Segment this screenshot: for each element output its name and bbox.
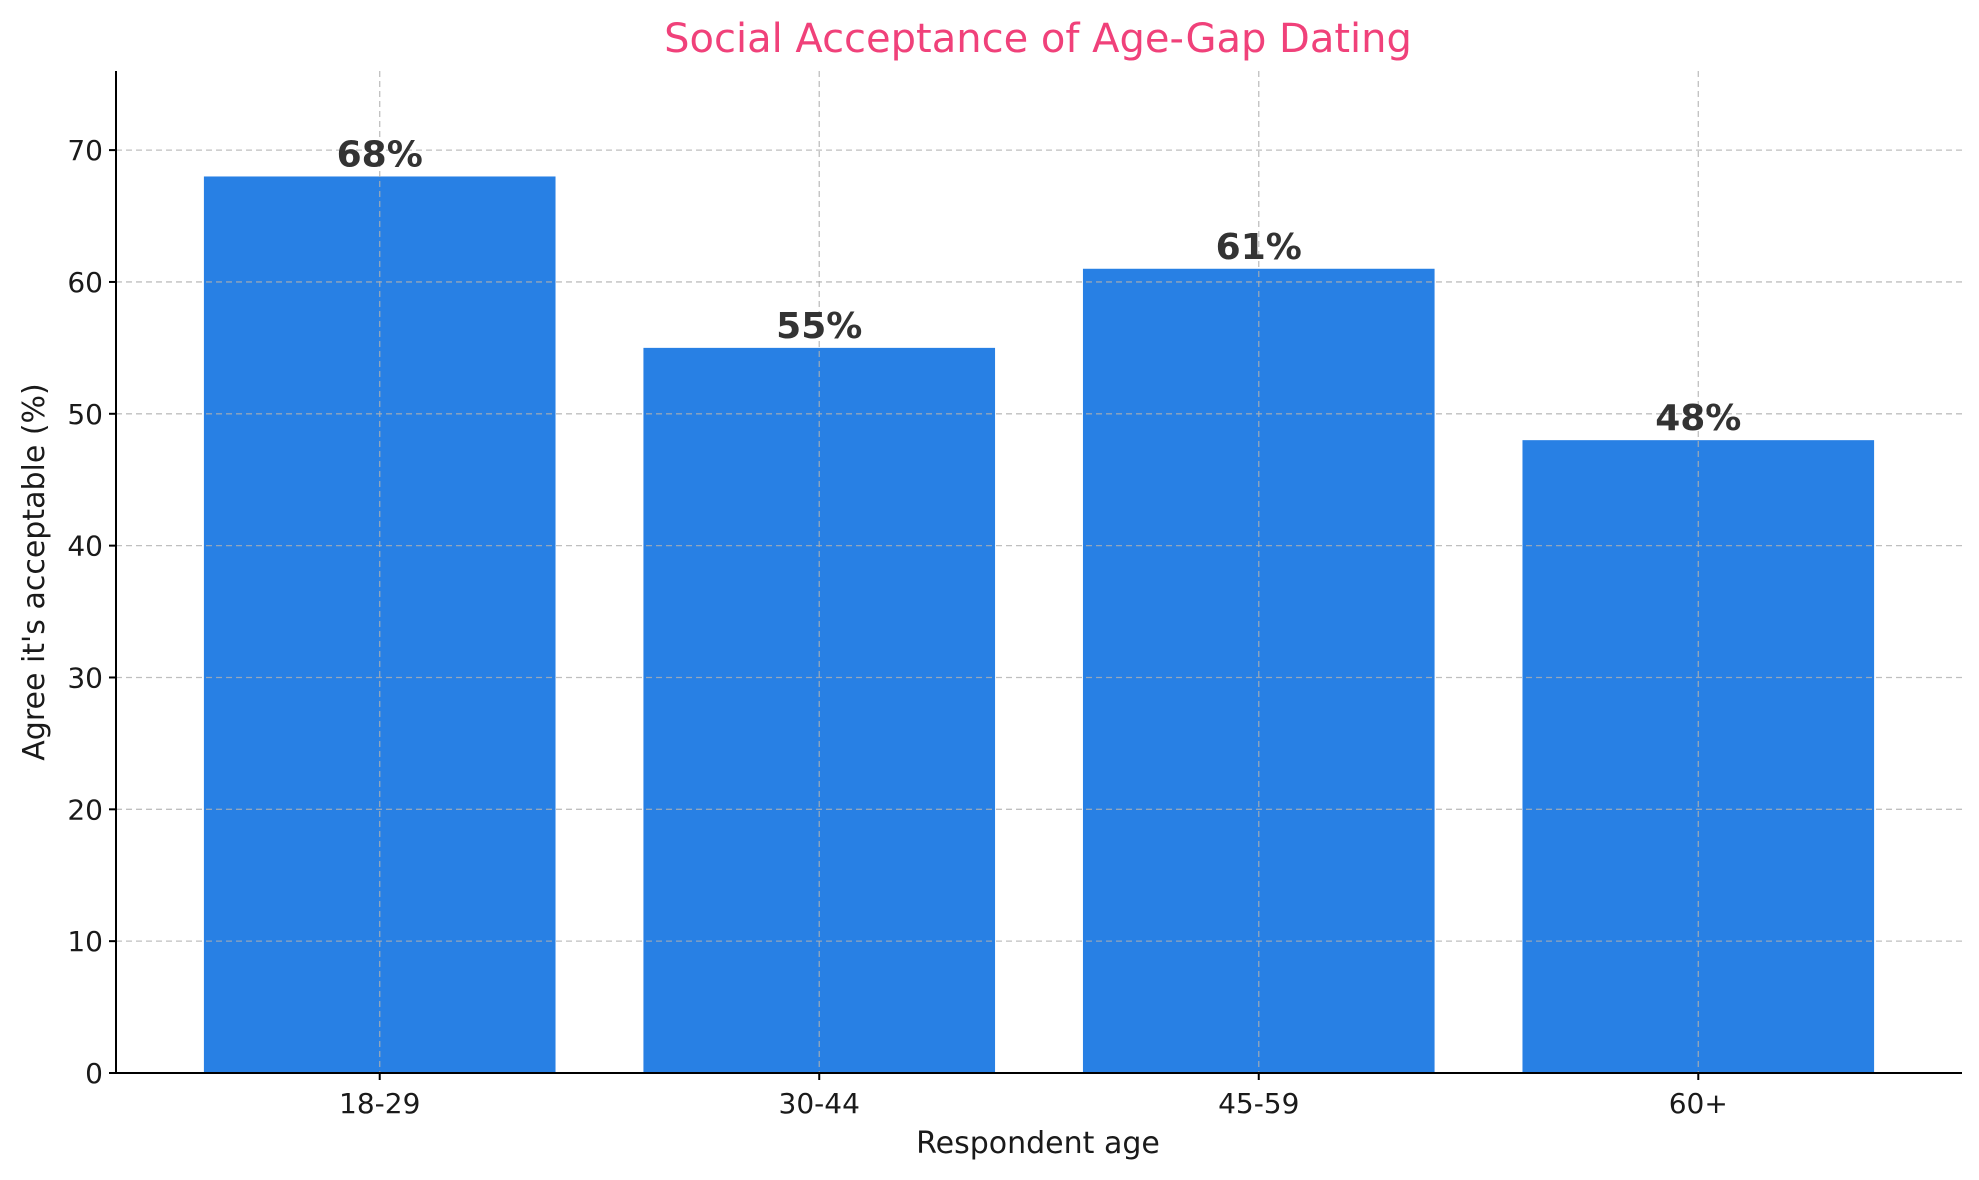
y-tick-label: 20: [67, 793, 103, 826]
data-label: 48%: [1655, 398, 1741, 439]
x-axis-label: Respondent age: [916, 1126, 1160, 1161]
data-label: 68%: [337, 134, 423, 175]
y-ticks: 0 10 20 30 40 50 60 70: [67, 134, 116, 1090]
bars: [203, 176, 1875, 1073]
x-tick-label: 45-59: [1218, 1087, 1299, 1120]
y-tick-label: 70: [67, 134, 103, 167]
x-tick-label: 30-44: [779, 1087, 860, 1120]
x-tick-label: 60+: [1669, 1087, 1728, 1120]
data-label: 55%: [776, 306, 862, 347]
y-tick-label: 30: [67, 661, 103, 694]
data-labels: 68% 55% 61% 48%: [337, 134, 1742, 439]
y-tick-label: 50: [67, 398, 103, 431]
x-ticks: 18-29 30-44 45-59 60+: [339, 1073, 1728, 1120]
y-tick-label: 0: [85, 1057, 103, 1090]
chart-title: Social Acceptance of Age-Gap Dating: [664, 16, 1412, 62]
y-tick-label: 60: [67, 266, 103, 299]
y-tick-label: 10: [67, 925, 103, 958]
x-tick-label: 18-29: [339, 1087, 420, 1120]
y-tick-label: 40: [67, 530, 103, 563]
y-axis-label: Agree it's acceptable (%): [17, 383, 52, 761]
data-label: 61%: [1216, 227, 1302, 268]
axes: [115, 71, 1962, 1074]
